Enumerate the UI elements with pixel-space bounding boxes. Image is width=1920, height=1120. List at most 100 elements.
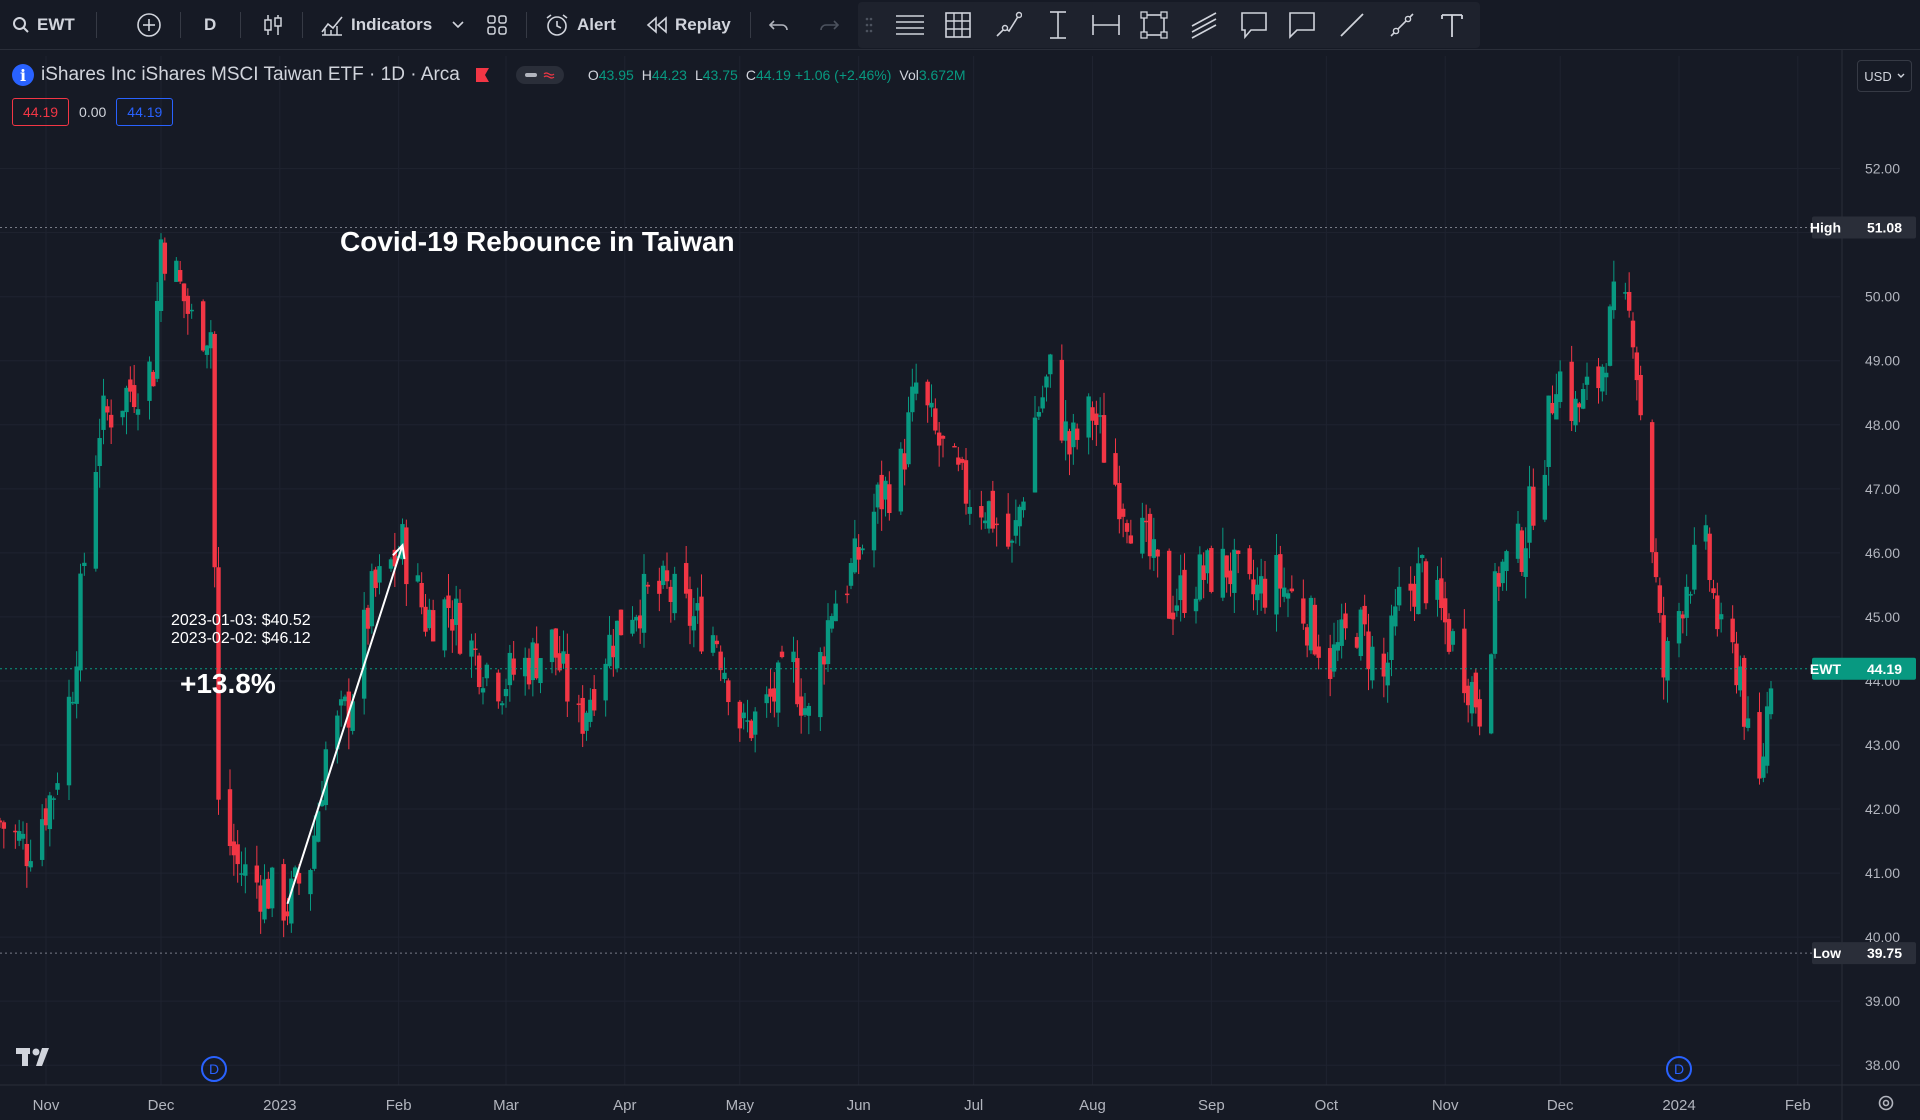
candle-body (450, 619, 455, 631)
path-tool[interactable] (992, 10, 1024, 40)
candle-body (1362, 605, 1367, 625)
candle-body (1603, 372, 1609, 378)
candle-body (1205, 550, 1210, 574)
candle (235, 830, 240, 883)
candle-body (511, 658, 516, 675)
buy-price-box[interactable]: 44.19 (116, 98, 174, 126)
candle (1059, 344, 1065, 444)
x-tick-label: Apr (613, 1097, 636, 1114)
candle (925, 379, 930, 423)
rectangle-tool[interactable] (1138, 10, 1170, 40)
candle-body (108, 414, 114, 428)
candle (55, 772, 60, 796)
candle (791, 636, 796, 683)
candle-body (699, 596, 704, 652)
candle (1117, 465, 1122, 534)
parallel-channel-tool[interactable] (1188, 10, 1220, 40)
text-tool[interactable] (1436, 10, 1468, 40)
info-icon[interactable]: i (12, 64, 34, 86)
candle-body (825, 620, 831, 665)
candle-body (453, 598, 459, 625)
candle (1442, 581, 1448, 645)
candle-body (1761, 756, 1766, 778)
currency-selector[interactable]: USD (1857, 60, 1912, 92)
candle-body (637, 615, 643, 629)
sell-price-box[interactable]: 44.19 (12, 98, 70, 126)
visibility-toggle[interactable] (515, 66, 564, 84)
trend-line-tool[interactable] (1336, 10, 1368, 40)
alert-icon (546, 14, 568, 36)
callout-tool[interactable] (1238, 10, 1270, 40)
candle-body (1304, 627, 1310, 646)
candle (534, 626, 539, 680)
candle-body (641, 573, 647, 633)
candle (1044, 374, 1049, 402)
dividend-marker[interactable]: D (201, 1056, 227, 1082)
comment-tool[interactable] (1286, 10, 1318, 40)
candle (933, 398, 938, 435)
candle (737, 700, 743, 742)
interval-label: D (204, 15, 217, 34)
candle (254, 845, 260, 899)
indicators-dropdown[interactable] (452, 0, 464, 50)
candle (43, 798, 49, 831)
grid-tool[interactable] (942, 10, 974, 40)
candle (887, 471, 892, 521)
candle-body (208, 332, 214, 349)
candle (185, 288, 191, 335)
drag-handle-icon[interactable] (860, 10, 878, 40)
ray-tool[interactable] (1386, 10, 1418, 40)
symbol-title[interactable]: iShares Inc iShares MSCI Taiwan ETF · 1D… (41, 64, 460, 85)
interval-button[interactable]: D (204, 0, 216, 50)
candle-body (879, 474, 884, 510)
compare-symbol-button[interactable] (136, 0, 162, 50)
annotation-end-label: 2023-02-02: $46.12 (171, 630, 311, 647)
candle-body (1707, 533, 1712, 581)
symbol-search-button[interactable]: EWT (12, 0, 75, 50)
dividend-marker[interactable]: D (1666, 1056, 1692, 1082)
candle-body (1738, 666, 1743, 691)
candle (1596, 358, 1601, 404)
candle-body (70, 701, 76, 704)
candle (1178, 554, 1183, 622)
tradingview-logo[interactable] (16, 1046, 56, 1068)
candle (1607, 304, 1613, 367)
candle (741, 703, 746, 730)
candle-body (258, 885, 263, 912)
candle (821, 646, 827, 685)
horizontal-lines-tool[interactable] (894, 10, 926, 40)
alert-button[interactable]: Alert (544, 0, 616, 50)
candle (768, 668, 773, 713)
candle (97, 418, 102, 488)
candle-body (296, 873, 302, 884)
price-range-tool[interactable] (1042, 10, 1074, 40)
indicators-button[interactable]: Indicators (320, 0, 432, 50)
candle-body (151, 371, 156, 387)
templates-button[interactable] (486, 0, 508, 50)
y-tick-label: 52.00 (1865, 161, 1900, 177)
x-tick-label: Feb (1785, 1097, 1811, 1114)
candle-body (1630, 320, 1636, 348)
chart-type-button[interactable] (262, 0, 284, 50)
flag-icon[interactable] (474, 67, 490, 83)
candle-body (189, 309, 194, 312)
candle-body (1653, 552, 1659, 578)
candle-body (925, 381, 930, 406)
chart-title-annotation: Covid-19 Rebounce in Taiwan (340, 226, 735, 257)
replay-icon (646, 16, 667, 34)
candle (262, 864, 267, 924)
candle-body (1492, 571, 1498, 654)
candle (1301, 579, 1306, 630)
replay-button[interactable]: Replay (646, 0, 731, 50)
date-range-tool[interactable] (1090, 10, 1122, 40)
settings-icon[interactable] (1876, 1093, 1896, 1113)
candle (672, 566, 677, 621)
candle-body (1435, 579, 1440, 600)
candle-body (185, 295, 191, 314)
undo-button[interactable] (768, 0, 790, 50)
candle-body (1527, 486, 1532, 543)
candle (400, 518, 405, 565)
toolbar-divider (302, 12, 303, 38)
redo-button[interactable] (818, 0, 840, 50)
